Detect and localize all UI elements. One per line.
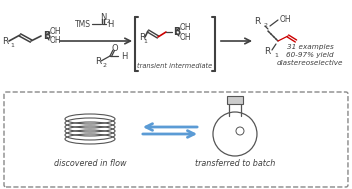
Text: TMS: TMS <box>75 19 91 29</box>
Text: OH: OH <box>280 15 291 23</box>
Text: 2: 2 <box>102 63 107 68</box>
Text: H: H <box>107 19 113 29</box>
Text: H: H <box>121 52 127 60</box>
Text: 1: 1 <box>11 43 14 48</box>
Text: transferred to batch: transferred to batch <box>195 160 275 169</box>
Text: R: R <box>95 57 101 66</box>
Text: B: B <box>173 27 180 37</box>
Text: OH: OH <box>50 26 62 36</box>
Text: O: O <box>112 43 118 53</box>
Text: R: R <box>139 33 145 42</box>
Text: 1: 1 <box>143 39 147 44</box>
Text: 1: 1 <box>274 53 278 58</box>
Text: 2: 2 <box>264 23 268 28</box>
Text: OH: OH <box>180 22 191 32</box>
Text: 60-97% yield: 60-97% yield <box>286 52 334 58</box>
Text: discovered in flow: discovered in flow <box>54 160 126 169</box>
Text: OH: OH <box>50 36 62 44</box>
Text: OH: OH <box>180 33 191 42</box>
Text: R: R <box>2 36 8 46</box>
Text: 2: 2 <box>107 19 110 24</box>
Text: diastereoselective: diastereoselective <box>277 60 343 66</box>
Text: N: N <box>100 12 106 22</box>
Text: 31 examples: 31 examples <box>287 44 333 50</box>
FancyBboxPatch shape <box>227 96 243 104</box>
Text: transient intermediate: transient intermediate <box>137 63 213 69</box>
Text: R: R <box>254 16 260 26</box>
Text: R: R <box>264 46 270 56</box>
Text: B: B <box>43 31 50 41</box>
